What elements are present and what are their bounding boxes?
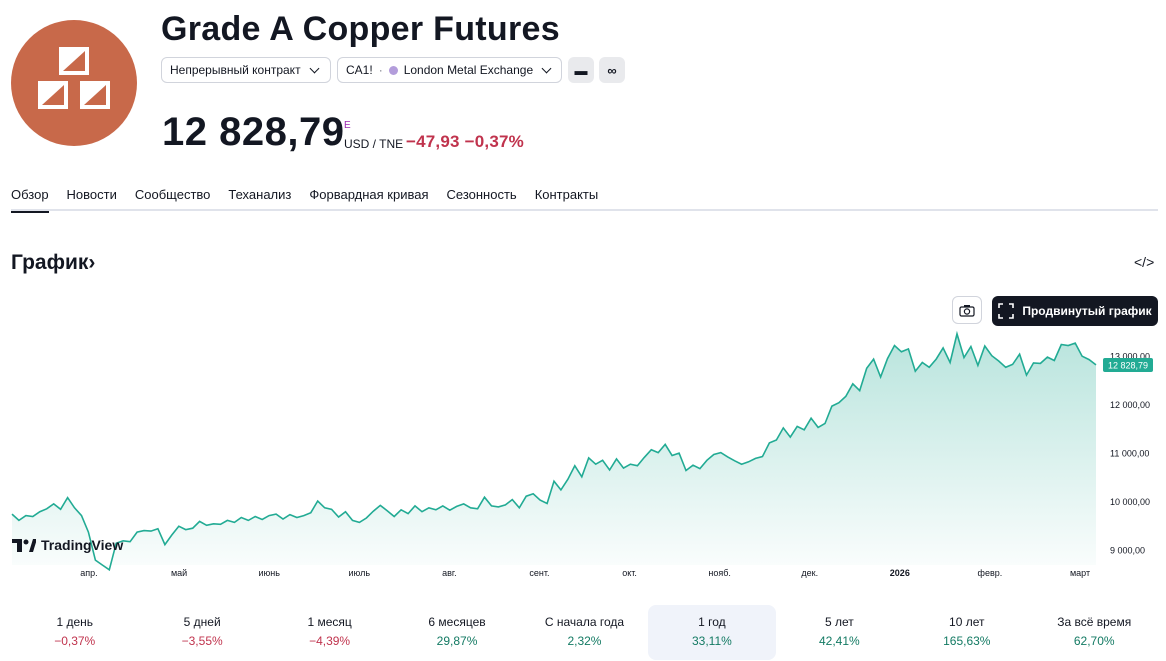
price-area [12,333,1096,570]
period-label: 5 дней [183,615,221,629]
change-percent: −0,37% [464,132,524,151]
period-change: 33,11% [692,634,732,648]
chevron-down-icon [309,63,320,73]
x-tick-label: окт. [622,568,637,578]
tradingview-watermark: TradingView [12,537,123,553]
infinity-button[interactable]: ∞ [599,57,625,83]
period-change: −0,37% [54,634,96,648]
minus-button[interactable]: ▬ [568,57,594,83]
estimated-mark: E [344,120,351,131]
snapshot-button[interactable] [952,296,982,324]
y-tick-label: 9 000,00 [1110,545,1145,555]
tab-forward-curve[interactable]: Форвардная кривая [309,187,429,202]
performance-period[interactable]: 5 лет 42,41% [776,605,903,660]
y-tick-label: 12 000,00 [1110,400,1150,410]
performance-period[interactable]: 10 лет 165,63% [903,605,1030,660]
watermark-text: TradingView [41,537,124,553]
chart-section-link[interactable]: График› [11,251,95,275]
x-tick-label: апр. [80,568,97,578]
performance-period[interactable]: С начала года 2,32% [521,605,648,660]
chevron-right-icon: › [88,251,96,274]
chart-section-title: График [11,251,89,274]
period-label: За всё время [1057,615,1132,629]
period-label: 10 лет [949,615,985,629]
performance-period[interactable]: 5 дней −3,55% [138,605,265,660]
exchange-icon [388,65,398,75]
period-label: 1 год [698,615,726,629]
price-chart[interactable]: 13 000,00 12 000,00 11 000,00 10 000,00 9 00… [0,330,1166,585]
period-change: 165,63% [943,634,991,648]
advanced-chart-label: Продвинутый график [1022,304,1152,318]
x-tick-label: нояб. [708,568,731,578]
tabs-divider [11,209,1158,211]
performance-period[interactable]: 1 год 33,11% [648,605,776,660]
last-price: 12 828,79 [162,110,345,154]
change-absolute: −47,93 [406,132,460,151]
period-label: С начала года [544,615,625,629]
x-tick-label: март [1070,568,1090,578]
period-change: −3,55% [181,634,223,648]
fullscreen-icon [998,303,1015,319]
tradingview-logo-icon [12,538,36,552]
camera-icon [959,304,975,317]
tab-technicals[interactable]: Теханализ [228,187,292,202]
period-change: −4,39% [309,634,351,648]
y-tick-label: 11 000,00 [1110,449,1149,459]
period-change: 2,32% [567,634,602,648]
tab-contracts[interactable]: Контракты [534,187,599,202]
last-value-badge [1103,357,1153,372]
contract-type-dropdown[interactable]: Непрерывный контракт [161,57,331,83]
exchange-dropdown[interactable]: CA1! · London Metal Exchange [337,57,562,83]
separator-dot: · [378,63,383,77]
symbol-label: CA1! [346,63,373,77]
symbol-logo [11,20,137,146]
page-title: Grade A Copper Futures [161,10,560,48]
contract-type-label: Непрерывный контракт [170,63,301,77]
y-tick-label: 10 000,00 [1110,497,1150,507]
period-change: 62,70% [1073,634,1115,648]
x-tick-label: дек. [801,568,818,578]
performance-period[interactable]: 1 месяц −4,39% [266,605,393,660]
x-tick-label: июнь [258,568,280,578]
tab-news[interactable]: Новости [66,187,117,202]
period-change: 42,41% [818,634,860,648]
period-label: 1 месяц [307,615,352,629]
x-tick-label: июль [349,568,371,578]
period-label: 1 день [56,615,93,629]
chevron-down-icon [541,63,552,73]
period-label: 5 лет [824,615,854,629]
performance-period[interactable]: 1 день −0,37% [11,605,138,660]
embed-code-icon[interactable]: </> [1134,254,1155,270]
performance-period[interactable]: 6 месяцев 29,87% [393,605,520,660]
section-tabs: Обзор Новости Сообщество Теханализ Форва… [11,187,599,213]
tab-overview[interactable]: Обзор [11,187,49,213]
last-value-label: 12 828,79 [1108,360,1148,370]
y-tick-label: 13 000,00 [1110,352,1150,362]
performance-period[interactable]: За всё время 62,70% [1031,605,1158,660]
exchange-label: London Metal Exchange [403,63,534,77]
price-line [11,330,1097,572]
price-change: −47,93 −0,37% [406,132,524,152]
x-tick-label: май [171,568,187,578]
tab-community[interactable]: Сообщество [134,187,211,202]
copper-blocks-icon [38,47,110,109]
price-unit: USD / TNE [344,137,404,151]
advanced-chart-button[interactable]: Продвинутый график [992,296,1158,326]
performance-strip: 1 день −0,37% 5 дней −3,55% 1 месяц −4,39% 6 м… [11,605,1158,660]
period-label: 6 месяцев [428,615,486,629]
x-tick-label: сент. [529,568,549,578]
x-tick-label: февр. [978,568,1003,578]
x-tick-label: авг. [442,568,456,578]
tab-seasonals[interactable]: Сезонность [446,187,517,202]
period-change: 29,87% [436,634,478,648]
x-tick-label: 2026 [890,568,910,578]
